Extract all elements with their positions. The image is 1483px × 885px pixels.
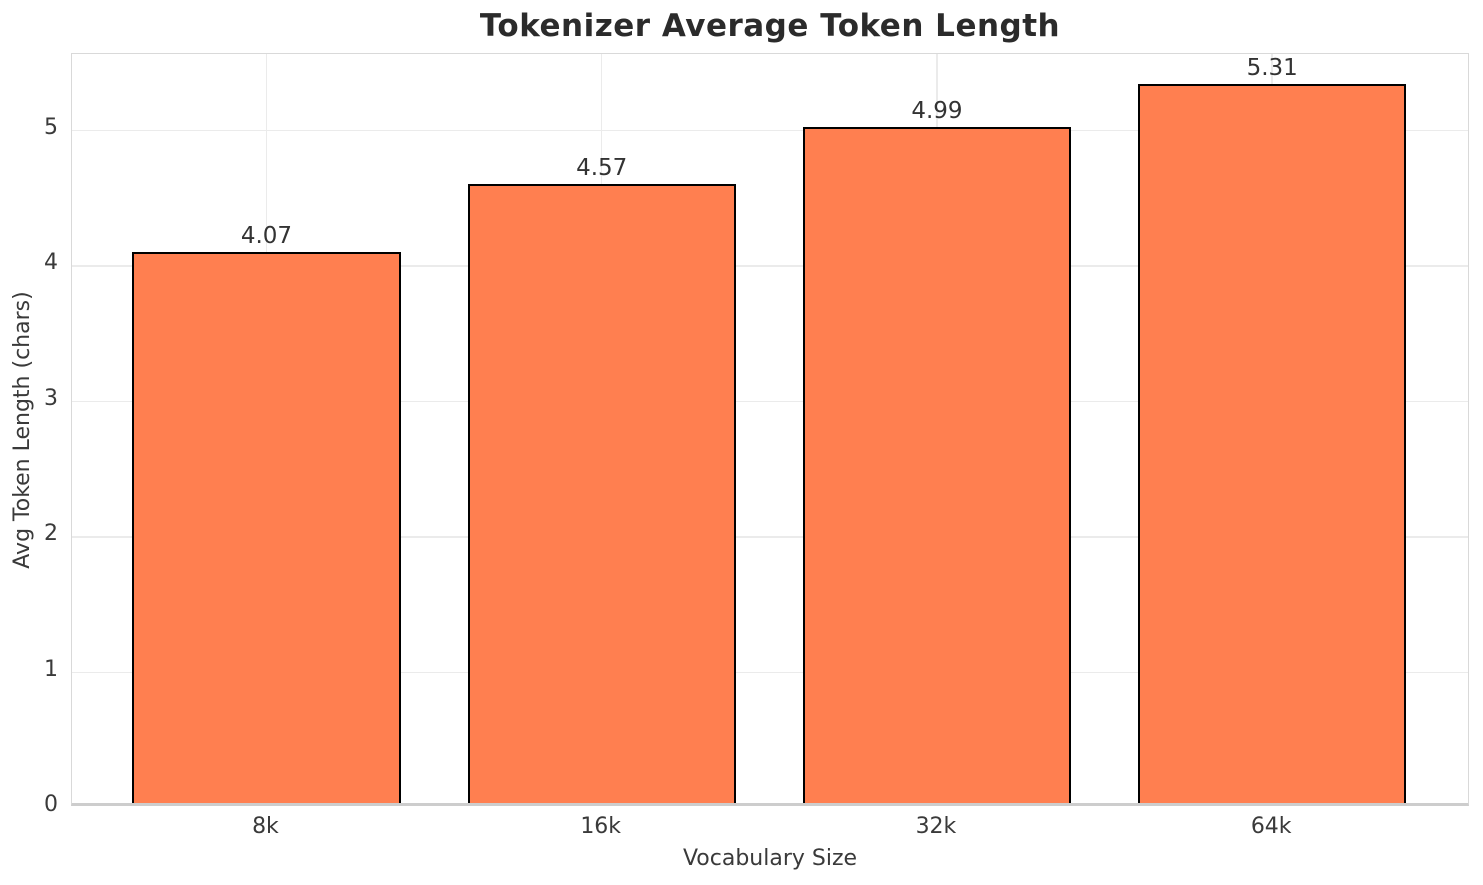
bar-8k: [132, 251, 401, 803]
chart-title: Tokenizer Average Token Length: [479, 8, 1061, 44]
x-tick-label-8k: 8k: [252, 814, 279, 839]
y-tick-label-3: 3: [44, 385, 58, 411]
bar-64k: [1138, 83, 1407, 803]
y-tick-label-1: 1: [44, 656, 58, 682]
bar-16k: [467, 184, 736, 803]
x-axis-label: Vocabulary Size: [682, 846, 858, 871]
bar-value-label-64k: 5.31: [1246, 54, 1298, 81]
y-tick-label-0: 0: [44, 792, 58, 817]
h-gridline-4: [72, 265, 1468, 267]
y-tick-label-4: 4: [44, 250, 58, 276]
x-tick-label-64k: 64k: [1250, 814, 1292, 839]
bar-value-label-32k: 4.99: [911, 98, 963, 125]
bar-value-label-16k: 4.57: [576, 155, 628, 182]
x-tick-label-16k: 16k: [580, 814, 622, 839]
h-gridline-3: [72, 400, 1468, 403]
y-tick-label-2: 2: [44, 521, 58, 547]
h-gridline-1: [72, 671, 1468, 674]
bar-value-label-8k: 4.07: [240, 222, 293, 249]
x-tick-label-32k: 32k: [915, 814, 957, 839]
plot-area: 4.07 4.57 4.99 5.31: [71, 53, 1469, 806]
y-tick-label-5: 5: [44, 114, 58, 140]
bar-32k: [802, 127, 1072, 803]
h-gridline-2: [72, 536, 1468, 538]
h-gridline-5: [72, 129, 1468, 132]
